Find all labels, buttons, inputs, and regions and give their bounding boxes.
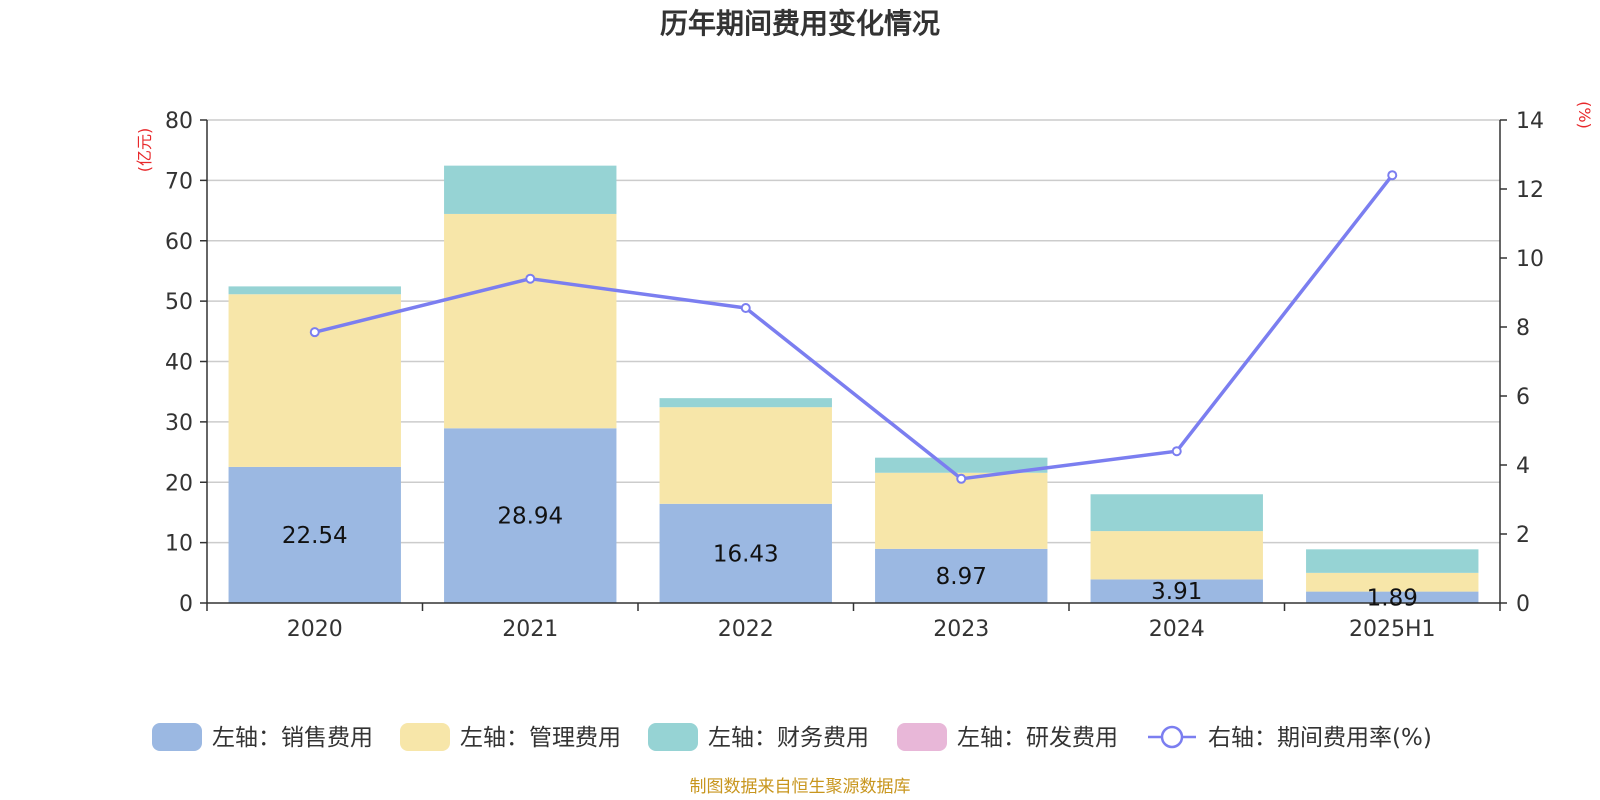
right-tick-label: 10 [1516,247,1544,272]
bar-value-label: 22.54 [282,523,348,549]
right-tick-label: 4 [1516,454,1530,479]
rate-line [314,174,1394,481]
right-tick-label: 6 [1516,385,1530,410]
bar-labels: 22.54 28.94 16.43 8.97 3.91 1.89 [282,504,1418,612]
bar-segment-1 [1090,579,1263,603]
tick-labels: 0 10 20 30 40 50 60 70 80 0 2 4 6 8 10 12 14 2020 2021 2022… [165,109,1544,642]
rate-point [956,473,967,484]
bar-segment-1 [444,428,617,603]
legend-marker [1160,725,1184,749]
left-tick-label: 0 [179,592,193,617]
rate-point [525,273,536,284]
bar-value-label: 8.97 [936,564,987,590]
source-note: 制图数据来自恒生聚源数据库 [690,777,911,797]
bar-segment-2 [875,472,1048,549]
legend-swatch-2 [400,723,450,751]
x-tick-label: 2024 [1149,617,1205,642]
left-tick-label: 40 [165,351,193,376]
rate-line-group [309,170,1398,484]
legend-label-1: 左轴：销售费用 [212,725,373,751]
bar-segment-1 [228,466,401,603]
axes [200,119,1507,611]
left-tick-label: 30 [165,411,193,436]
bar-segment-3 [444,165,617,214]
x-tick-label: 2025H1 [1349,617,1436,642]
legend-swatch-1 [152,723,202,751]
bar-segment-2 [228,294,401,467]
bar-segment-1 [659,503,832,603]
bar-segment-2 [444,213,617,429]
bar-value-label: 3.91 [1151,579,1202,605]
rate-point [1171,446,1182,457]
legend-label-3: 左轴：财务费用 [708,725,869,751]
legend-swatch-3 [648,723,698,751]
legend-label-2: 左轴：管理费用 [460,725,621,751]
rate-point [309,327,320,338]
bar-segment-3 [659,398,832,408]
legend-swatch-4 [897,723,947,751]
rate-point [740,303,751,314]
chart-title: 历年期间费用变化情况 [660,7,940,40]
bar-segment-2 [1090,531,1263,580]
bar-segment-2 [1306,572,1479,592]
bar-segment-1 [1306,591,1479,603]
legend: 左轴：销售费用 左轴：管理费用 左轴：财务费用 左轴：研发费用 右轴：期间费用率(%) [152,723,1432,751]
bar-segment-3 [1306,549,1479,573]
left-tick-label: 10 [165,532,193,557]
left-tick-label: 70 [165,169,193,194]
rate-point [1387,170,1398,181]
right-tick-label: 14 [1516,109,1544,134]
x-tick-label: 2020 [287,617,343,642]
left-tick-label: 80 [165,109,193,134]
right-tick-label: 8 [1516,316,1530,341]
grid-lines [207,119,1500,544]
bars-group [228,165,1479,603]
left-tick-label: 60 [165,230,193,255]
bar-value-label: 1.89 [1367,585,1418,611]
x-tick-label: 2022 [718,617,774,642]
legend-label-5: 右轴：期间费用率(%) [1208,725,1432,751]
right-tick-label: 0 [1516,592,1530,617]
left-tick-label: 50 [165,290,193,315]
right-tick-label: 12 [1516,178,1544,203]
bar-value-label: 28.94 [497,504,563,530]
bar-value-label: 16.43 [713,541,779,567]
bar-segment-1 [875,548,1048,603]
x-tick-label: 2023 [933,617,989,642]
right-tick-label: 2 [1516,523,1530,548]
bar-segment-2 [659,407,832,504]
bar-segment-3 [228,286,401,295]
legend-label-4: 左轴：研发费用 [957,725,1118,751]
left-axis-unit: (亿元) [135,128,154,173]
right-axis-unit: (%) [1575,101,1594,129]
x-tick-label: 2021 [502,617,558,642]
left-tick-label: 20 [165,471,193,496]
bar-segment-3 [1090,494,1263,532]
bar-segment-3 [875,457,1048,473]
